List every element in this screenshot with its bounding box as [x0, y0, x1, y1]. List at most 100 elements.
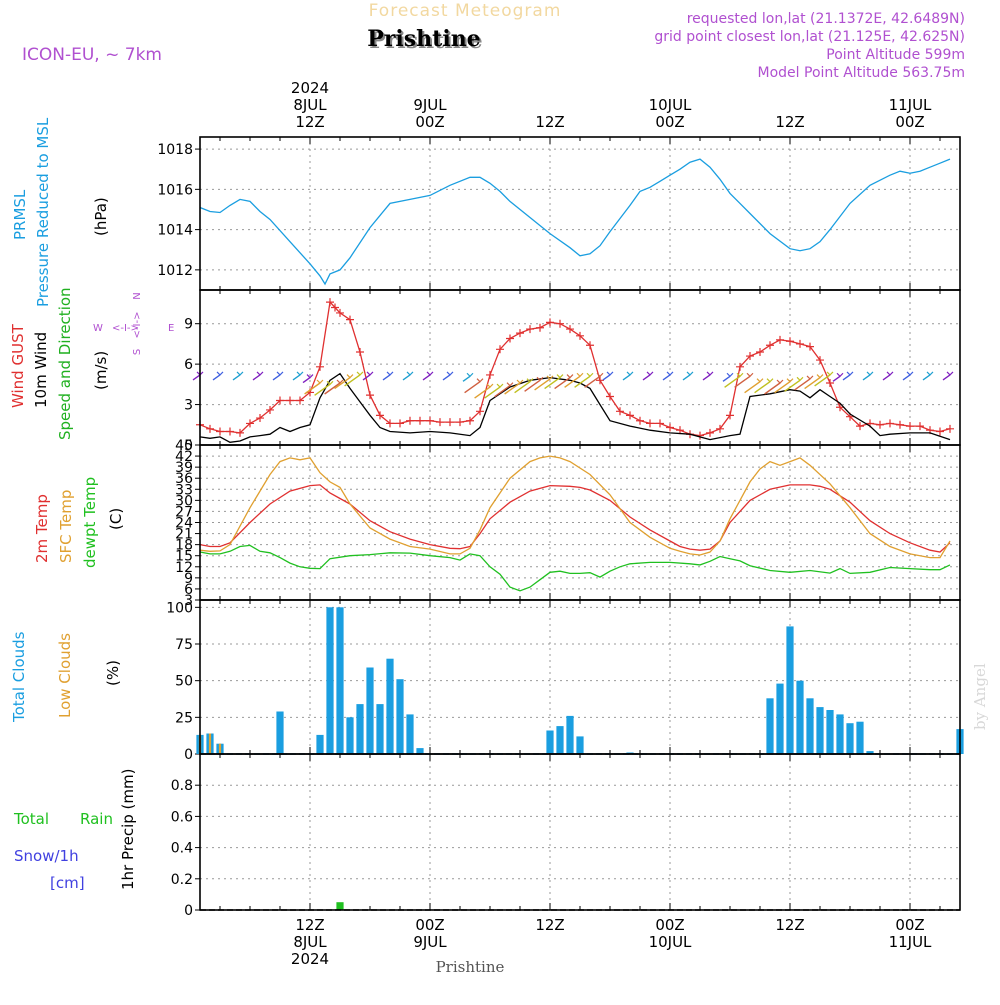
y-tick-label: 0: [184, 747, 193, 763]
panels-layer: 1012101410161018036936912151821242730333…: [157, 136, 964, 919]
panel-0: 1012 1014 1016 1018: [157, 136, 961, 291]
wind-arrowhead: [816, 374, 824, 379]
wind-barb: [662, 374, 671, 381]
wind-barb: [534, 378, 551, 391]
gust-marker: [776, 335, 784, 344]
panel-frame: [199, 599, 961, 755]
wind-arrowhead: [726, 372, 734, 378]
wind-arrowhead: [356, 371, 364, 376]
panel-3: 0 25 50 75 100: [166, 599, 964, 763]
temp-unit: (C): [107, 508, 125, 530]
wind-barb: [212, 374, 221, 381]
gust-marker: [546, 318, 554, 327]
gust-marker: [556, 319, 564, 328]
gust-marker: [706, 428, 714, 437]
gust-marker: [366, 391, 374, 400]
y-tick-label: 12: [175, 560, 193, 576]
gust-marker: [346, 315, 354, 324]
series-prmsl: [199, 158, 951, 286]
panel-frame: [199, 136, 961, 291]
wind-arrowhead: [346, 374, 354, 379]
grid-point-coords: grid point closest lon,lat (21.125E, 42.…: [654, 29, 965, 45]
temp-dewpt-label: dewpt Temp: [81, 477, 99, 568]
product-title: Forecast Meteogram: [369, 1, 562, 21]
footer-location: Prishtine: [436, 958, 505, 976]
wind-arrowhead: [606, 371, 614, 376]
gust-marker: [856, 422, 864, 431]
compass-s: S: [132, 349, 143, 355]
gust-marker: [716, 424, 724, 433]
wind-barb: [464, 381, 481, 394]
compass-e: E: [168, 323, 174, 334]
wind-arrowhead: [886, 371, 894, 376]
bar-total-clouds: [866, 751, 874, 754]
wind-arrowhead: [826, 371, 834, 376]
wind-barb: [784, 379, 801, 392]
wind-arrowhead: [516, 379, 524, 384]
bar-total-clouds: [566, 715, 574, 754]
snow-unit-label: [cm]: [50, 874, 85, 892]
wind-arrowhead: [846, 371, 854, 376]
temp-2m-label: 2m Temp: [33, 494, 51, 563]
gust-marker: [331, 303, 339, 312]
gust-marker: [906, 422, 914, 431]
gust-marker: [736, 362, 744, 371]
y-tick-label: 45: [175, 438, 193, 454]
wind-arrowhead: [496, 383, 504, 388]
wind-arrowhead: [736, 372, 744, 378]
snow-label: Snow/1h: [14, 847, 79, 865]
bottom-time-label: 11JUL: [889, 933, 932, 951]
compass-vert-arrows: <-I->: [132, 312, 143, 339]
bottom-time-label: 12Z: [295, 916, 324, 934]
gust-marker: [466, 416, 474, 425]
bar-total-clouds: [376, 704, 384, 754]
wind-arrowhead: [626, 371, 634, 376]
bar-total-clouds: [576, 736, 584, 754]
gust-marker: [796, 339, 804, 348]
wind-speed-dir-label: Speed and Direction: [56, 287, 74, 440]
wind-arrowhead: [906, 371, 914, 376]
top-time-label: 12Z: [775, 113, 804, 131]
bottom-time-label: 00Z: [655, 916, 684, 934]
gust-marker: [206, 424, 214, 433]
y-tick-label: 36: [175, 471, 193, 487]
wind-arrowhead: [446, 371, 454, 376]
prmsl-label: PRMSL: [11, 189, 29, 240]
wind-barb: [774, 381, 791, 394]
gust-marker: [336, 308, 344, 317]
gust-marker: [936, 427, 944, 436]
y-tick-label: 24: [175, 516, 193, 532]
wind-barb: [922, 374, 931, 381]
wind-barb: [252, 374, 261, 381]
wind-arrowhead: [536, 376, 544, 382]
compass-arrows: <-I->: [112, 323, 139, 334]
wind-arrowhead: [946, 371, 954, 376]
wind-arrowhead: [646, 371, 654, 376]
wind-arrowhead: [386, 371, 394, 376]
gust-marker: [426, 416, 434, 425]
gust-marker: [446, 418, 454, 427]
gust-marker: [636, 416, 644, 425]
y-tick-label: 1016: [157, 182, 193, 198]
gust-marker: [586, 341, 594, 350]
wind-arrowhead: [576, 372, 584, 378]
top-time-label: 00Z: [415, 113, 444, 131]
gust-marker: [626, 411, 634, 420]
wind-barb: [292, 374, 301, 381]
gust-marker: [216, 427, 224, 436]
wind-arrowhead: [556, 374, 564, 379]
top-time-label: 2024: [291, 79, 329, 97]
wind-barb: [754, 381, 771, 394]
top-time-label: 10JUL: [649, 96, 692, 114]
wind-arrowhead: [686, 371, 694, 376]
wind-barb: [804, 377, 821, 390]
wind-arrowhead: [406, 371, 414, 376]
wind-arrowhead: [486, 383, 494, 388]
gust-marker: [416, 416, 424, 425]
bar-total-clouds: [546, 730, 554, 754]
wind-arrowhead: [776, 379, 784, 384]
y-tick-label: 3: [184, 593, 193, 609]
bar-total-clouds: [846, 723, 854, 754]
bar-total-clouds: [796, 680, 804, 754]
